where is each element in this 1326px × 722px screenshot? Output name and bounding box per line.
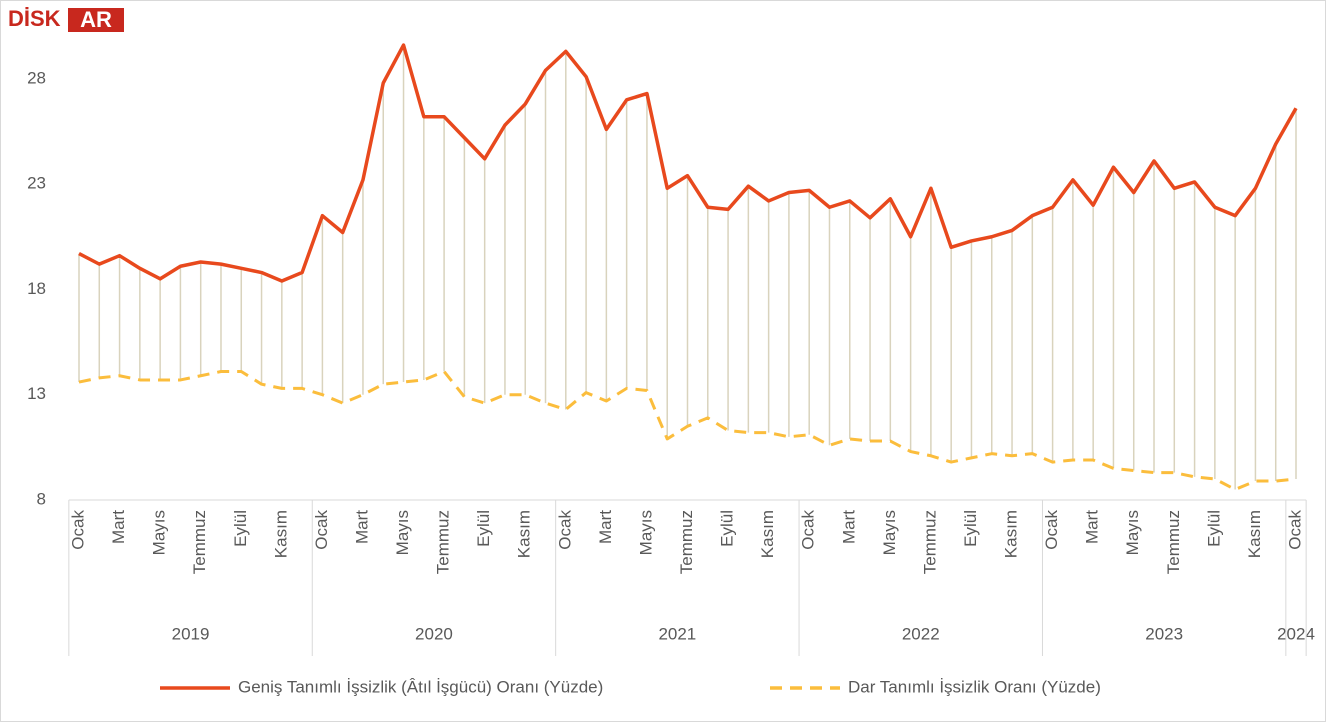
y-tick-label: 8 [37,489,46,508]
x-tick-label: Eylül [1204,510,1223,547]
x-tick-label: Kasım [758,510,777,558]
legend-label: Dar Tanımlı İşsizlik Oranı (Yüzde) [848,677,1101,696]
year-label: 2019 [172,624,210,643]
x-tick-label: Mayıs [393,510,412,555]
x-tick-label: Mayıs [880,510,899,555]
x-tick-label: Temmuz [1164,510,1183,574]
x-tick-label: Kasım [1245,510,1264,558]
x-tick-label: Ocak [312,510,331,550]
x-tick-label: Mart [1083,510,1102,544]
y-tick-label: 18 [27,279,46,298]
x-tick-label: Mart [109,510,128,544]
x-tick-label: Kasım [515,510,534,558]
legend-label: Geniş Tanımlı İşsizlik (Âtıl İşgücü) Ora… [238,677,603,696]
year-label: 2023 [1145,624,1183,643]
y-tick-label: 28 [27,68,46,87]
series-line [78,43,1298,283]
x-tick-label: Temmuz [190,510,209,574]
year-label: 2022 [902,624,940,643]
x-tick-label: Ocak [799,510,818,550]
x-tick-label: Ocak [555,510,574,550]
x-tick-label: Ocak [1285,510,1304,550]
x-tick-label: Temmuz [434,510,453,574]
x-tick-label: Eylül [718,510,737,547]
x-tick-label: Temmuz [920,510,939,574]
x-tick-label: Mart [839,510,858,544]
year-label: 2020 [415,624,453,643]
x-tick-label: Mayıs [150,510,169,555]
x-tick-label: Kasım [1002,510,1021,558]
x-tick-label: Ocak [1042,510,1061,550]
year-label: 2024 [1277,624,1315,643]
y-tick-label: 13 [27,384,46,403]
x-tick-label: Eylül [231,510,250,547]
logo-suffix: AR [80,7,112,32]
logo-text: DİSK [8,6,61,31]
x-tick-label: Mart [596,510,615,544]
x-tick-label: Eylül [474,510,493,547]
x-tick-label: Mayıs [1123,510,1142,555]
x-tick-label: Temmuz [677,510,696,574]
logo-box [68,8,124,32]
y-tick-label: 23 [27,174,46,193]
x-tick-label: Eylül [961,510,980,547]
x-tick-label: Kasım [271,510,290,558]
x-tick-label: Mart [352,510,371,544]
year-label: 2021 [658,624,696,643]
series-line [78,370,1297,491]
logo: DİSK AR [8,6,124,32]
x-tick-label: Mayıs [636,510,655,555]
x-tick-label: Ocak [68,510,87,550]
